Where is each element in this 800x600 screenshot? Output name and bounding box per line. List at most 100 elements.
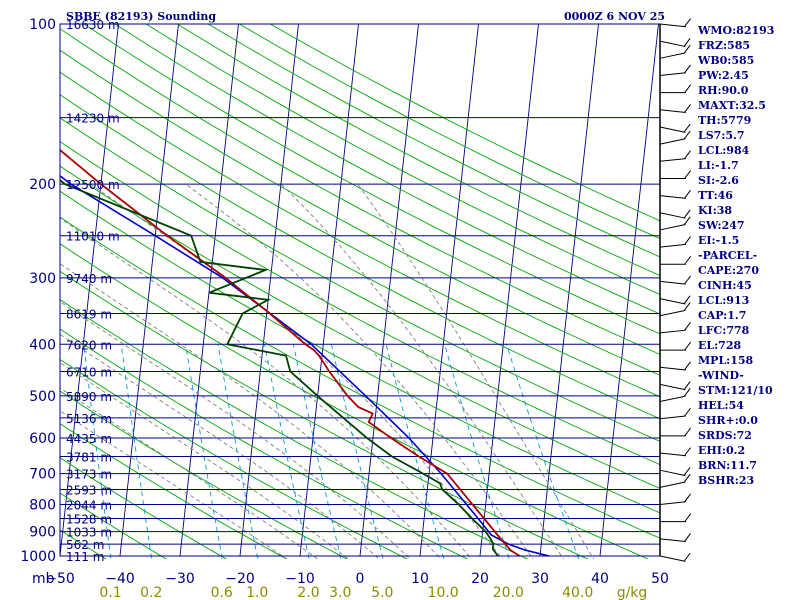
stability-index: FRZ:585 — [698, 39, 750, 52]
dry-adiabat-line — [114, 24, 660, 315]
height-label: 111 m — [66, 550, 104, 564]
stability-index: -WIND- — [698, 369, 744, 382]
pressure-label: 400 — [29, 337, 56, 353]
sounding-profiles — [60, 148, 550, 557]
stability-index: EHI:0.2 — [698, 444, 745, 457]
height-label: 3781 m — [66, 450, 112, 464]
mixing-ratio-line — [264, 344, 310, 559]
chart-title: SBBE (82193) Sounding — [66, 10, 216, 23]
height-label: 11010 m — [66, 230, 120, 244]
height-label: 4435 m — [66, 432, 112, 446]
mixing-ratio-line — [292, 344, 342, 559]
wind-barb — [659, 123, 691, 133]
moist-adiabat-line — [60, 410, 288, 559]
moist-adiabat-line — [60, 263, 442, 559]
mixing-ratio-line — [385, 344, 445, 559]
temperature-tick-label: −40 — [105, 571, 135, 587]
wind-barb — [659, 552, 691, 562]
height-label: 5890 m — [66, 390, 112, 404]
stability-index-panel: WMO:82193 FRZ:585 WB0:585 PW:2.45 RH:90.0 MAX… — [697, 24, 774, 487]
wind-barb — [659, 236, 691, 248]
pressure-label: 800 — [29, 497, 56, 513]
height-label: 12500 m — [66, 178, 120, 192]
height-label: 8619 m — [66, 307, 112, 321]
dry-adiabat-line — [60, 328, 469, 559]
dry-adiabat-line — [83, 24, 660, 335]
stability-index: BSHR:23 — [698, 474, 754, 487]
mixing-ratio-line — [444, 344, 510, 559]
stability-index: SHR+:0.0 — [698, 414, 758, 427]
height-label: 562 m — [66, 538, 104, 552]
stability-index: LFC:778 — [698, 324, 750, 337]
stability-index: LCL:913 — [698, 294, 749, 307]
stability-index: -PARCEL- — [698, 249, 757, 262]
wind-barb — [660, 341, 692, 351]
height-label: 5136 m — [66, 412, 112, 426]
stability-index: TH:5779 — [698, 114, 751, 127]
pressure-label: 900 — [29, 525, 56, 541]
wind-barb — [659, 447, 691, 457]
height-label: 7620 m — [66, 338, 112, 352]
temperature-tick-label: 50 — [651, 571, 669, 587]
height-label: 14230 m — [66, 112, 120, 126]
stability-index: PW:2.45 — [698, 69, 749, 82]
isotherm-line — [599, 24, 659, 557]
dry-adiabat-line — [60, 28, 660, 355]
dry-adiabat-line — [60, 457, 228, 559]
dry-adiabat-line — [60, 141, 660, 466]
temperature-tick-label: 40 — [591, 571, 609, 587]
dewpoint-profile — [60, 179, 499, 557]
mixing-ratio-label: 3.0 — [329, 585, 351, 600]
pressure-label: 1000 — [20, 549, 56, 565]
isotherm-line — [299, 24, 359, 557]
moist-adiabat-line — [280, 183, 564, 559]
wind-barb — [659, 533, 691, 543]
wind-barb — [659, 275, 691, 285]
wind-barb — [660, 170, 692, 179]
wind-barb — [660, 255, 692, 265]
isotherm-line — [539, 24, 599, 557]
moist-adiabat-line — [60, 333, 380, 559]
mixing-ratio-label: 10.0 — [428, 585, 459, 600]
stability-index: WMO:82193 — [697, 24, 774, 37]
stability-index: EI:-1.5 — [698, 234, 739, 247]
wind-barb — [660, 513, 692, 523]
stability-index: MPL:158 — [698, 354, 754, 367]
wind-barb — [659, 18, 691, 28]
mixing-ratio-label: 5.0 — [371, 585, 393, 600]
stability-index: LI:-1.7 — [698, 159, 739, 172]
wind-barb — [659, 388, 691, 403]
stability-index: EL:728 — [698, 339, 741, 352]
wind-barb — [659, 407, 691, 420]
moist-adiabat-line — [185, 183, 534, 559]
mixing-ratio-label: 1.0 — [246, 585, 268, 600]
dry-adiabat-line — [60, 270, 589, 559]
wind-barb — [659, 381, 691, 391]
temperature-tick-label: 20 — [471, 571, 489, 587]
wind-barb — [659, 150, 691, 162]
stability-index: WB0:585 — [697, 54, 754, 67]
wind-barb — [659, 130, 691, 145]
dry-adiabat-line — [207, 24, 660, 258]
pressure-label: 500 — [29, 389, 56, 405]
temperature-tick-label: −20 — [225, 571, 255, 587]
height-label: 1528 m — [66, 512, 112, 526]
wind-barb — [659, 302, 691, 317]
pressure-label: 300 — [29, 271, 56, 287]
dry-adiabat-line — [60, 492, 168, 559]
pressure-unit-label: mb — [32, 571, 55, 587]
stability-index: LS7:5.7 — [698, 129, 745, 142]
stability-index: SRDS:72 — [698, 429, 752, 442]
height-label: 2044 m — [66, 498, 112, 512]
mixing-ratio-line — [217, 344, 259, 559]
isotherm-line — [239, 24, 299, 557]
mixing-ratio-label: 0.1 — [99, 585, 121, 600]
dry-adiabat-line — [60, 299, 529, 559]
dry-adiabat-line — [145, 24, 660, 296]
temperature-tick-label: −30 — [165, 571, 195, 587]
temperature-tick-label: 0 — [356, 571, 365, 587]
stability-index: TT:46 — [698, 189, 733, 202]
wind-barb — [659, 473, 691, 488]
wind-barb — [659, 216, 691, 231]
